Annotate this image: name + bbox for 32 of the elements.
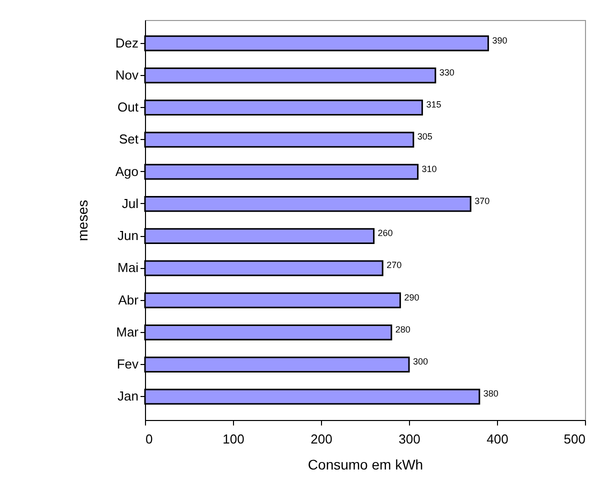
data-label: 290 [404,292,420,302]
x-axis-title: Consumo em kWh [308,456,424,472]
data-label: 300 [413,356,428,367]
x-tick-label: 300 [398,432,420,446]
data-label: 370 [474,196,490,206]
data-label: 310 [422,164,437,174]
y-tick-label: Jun [118,228,138,244]
y-tick-label: Jan [118,388,138,404]
data-label: 270 [386,260,402,270]
data-label: 380 [483,388,498,399]
y-tick-label: Mai [118,260,139,276]
y-tick-label: Nov [115,67,139,82]
y-tick-label: Ago [115,164,138,179]
data-label: 390 [492,35,508,46]
y-axis-title: meses [74,200,90,242]
y-tick-label: Dez [115,35,138,50]
y-tick-label: Jul [122,196,139,211]
x-tick-label: 500 [564,432,586,446]
x-tick-label: 100 [222,432,244,446]
y-tick-label: Out [118,100,139,115]
data-label: 305 [417,132,432,142]
y-tick-label: Set [118,132,139,147]
data-label: 315 [426,100,442,110]
x-tick-label: 0 [146,432,153,446]
data-label: 260 [378,228,393,238]
y-tick-label: Mar [116,324,140,340]
data-label: 330 [439,67,454,78]
y-tick-label: Fev [116,356,139,372]
data-label: 280 [395,324,410,334]
x-tick-label: 400 [486,432,508,446]
x-tick-label: 200 [310,432,332,446]
y-tick-label: Abr [118,292,140,308]
